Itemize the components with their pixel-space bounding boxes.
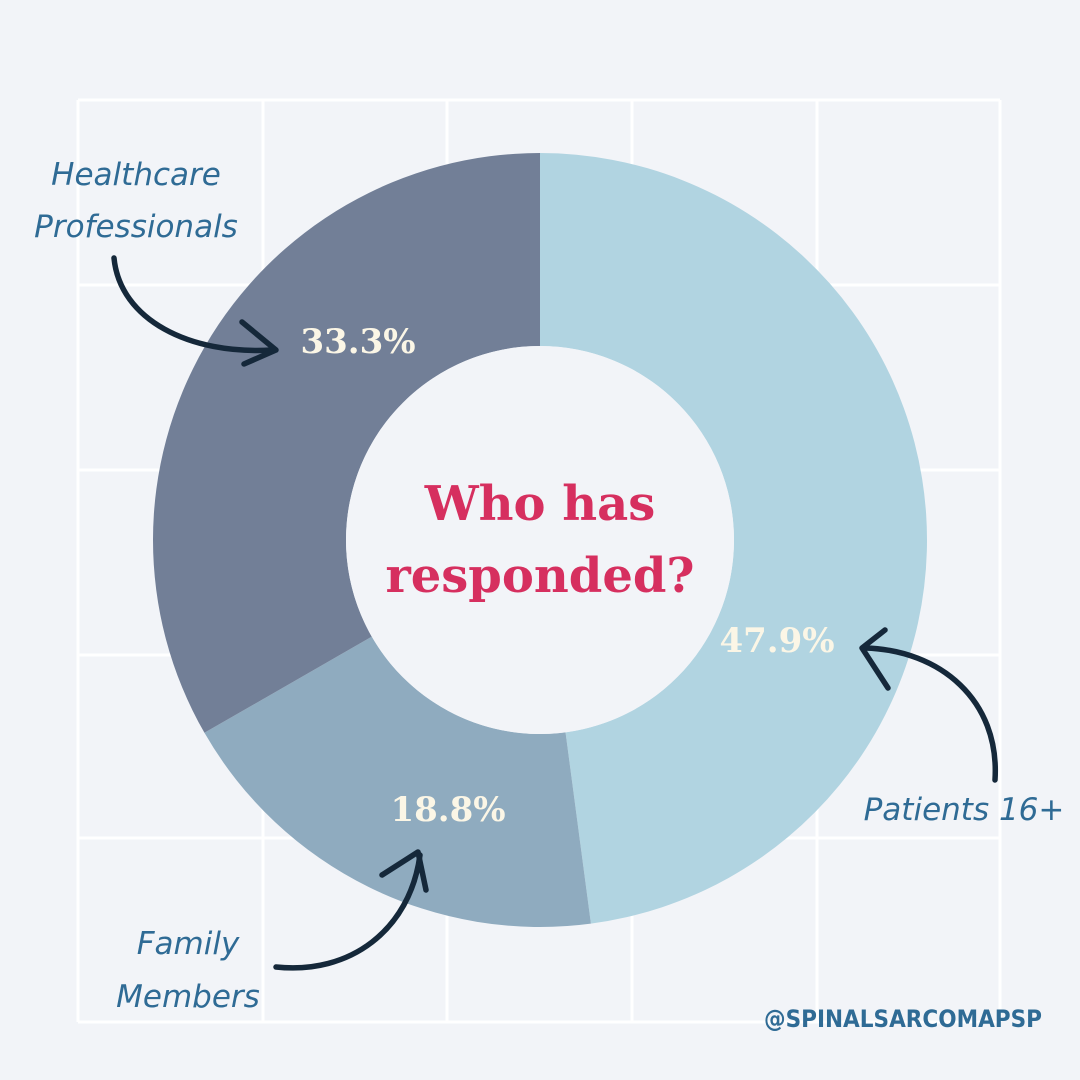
slice-healthcare: [152, 153, 540, 733]
slice-label-healthcare: 33.3%: [300, 322, 415, 362]
callout-healthcare-line2: Professionals: [34, 209, 238, 245]
callout-patients: Patients 16+: [864, 792, 1065, 828]
chart-title-line1: Who has: [424, 476, 656, 532]
donut-hole: [346, 346, 734, 734]
callout-family-line1: Family: [137, 926, 240, 962]
chart-title-line2: responded?: [385, 548, 694, 604]
arrow-patients: [859, 627, 998, 783]
callout-family-line2: Members: [116, 979, 260, 1015]
arrow-family: [273, 849, 429, 971]
donut-chart: [152, 152, 928, 927]
arrow-healthcare: [111, 255, 279, 367]
slice-label-patients: 47.9%: [719, 621, 834, 661]
slice-patients: [540, 152, 928, 924]
slice-label-family: 18.8%: [390, 790, 505, 830]
social-handle: @SPINALSARCOMAPSP: [763, 1005, 1042, 1033]
slice-family: [204, 636, 591, 927]
callout-healthcare-line1: Healthcare: [51, 157, 221, 193]
